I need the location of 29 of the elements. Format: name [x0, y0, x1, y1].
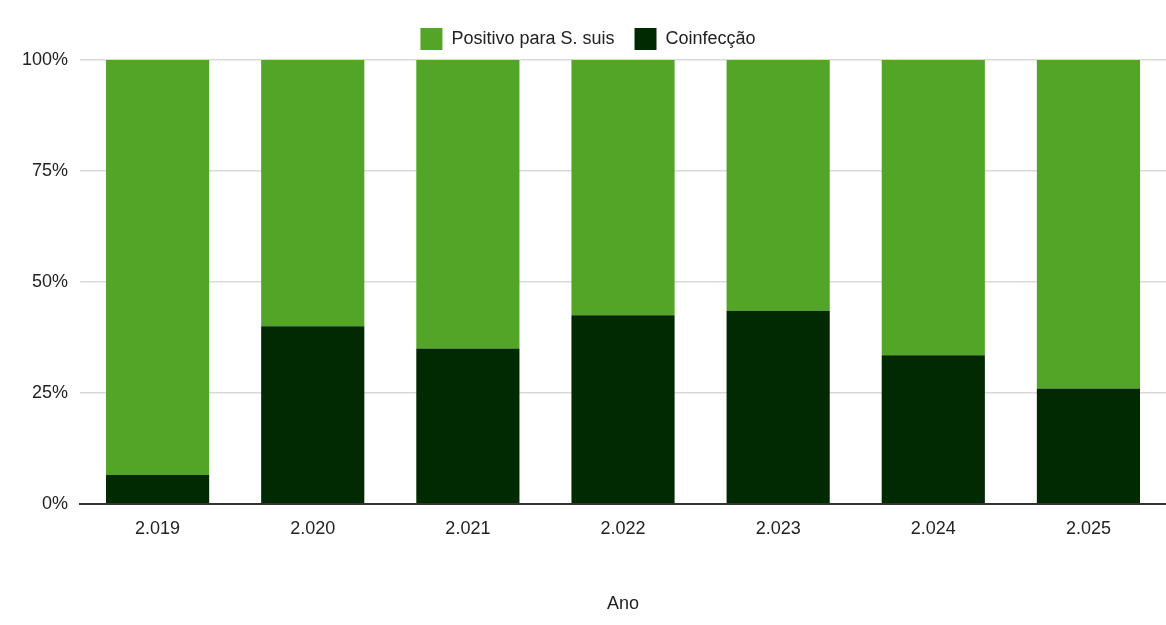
x-tick-label: 2.019: [135, 517, 181, 538]
bar: [1036, 388, 1141, 504]
y-tick-label: 75%: [32, 159, 69, 180]
bar: [106, 474, 210, 504]
x-tick-label: 2.024: [910, 517, 956, 538]
x-tick-label: 2.020: [290, 517, 336, 538]
bar: [1036, 60, 1141, 389]
y-tick-label: 50%: [32, 270, 69, 291]
bar: [416, 60, 520, 349]
y-tick-label: 100%: [21, 48, 69, 69]
bar: [726, 310, 830, 504]
bar: [881, 355, 985, 504]
legend-label: Positivo para S. suis: [451, 27, 615, 48]
bar: [881, 60, 985, 356]
bar: [261, 326, 365, 504]
y-tick-label: 0%: [42, 492, 69, 513]
bar: [571, 315, 675, 504]
bar: [416, 348, 520, 504]
bar: [106, 60, 210, 475]
x-tick-label: 2.023: [755, 517, 801, 538]
bar: [571, 60, 675, 316]
bar: [261, 60, 365, 327]
legend-label: Coinfecção: [665, 27, 756, 48]
x-tick-label: 2.025: [1065, 517, 1111, 538]
x-tick-label: 2.022: [600, 517, 646, 538]
bar: [726, 60, 830, 311]
x-axis-title: Ano: [607, 593, 640, 614]
y-tick-label: 25%: [32, 381, 69, 402]
x-tick-label: 2.021: [445, 517, 491, 538]
